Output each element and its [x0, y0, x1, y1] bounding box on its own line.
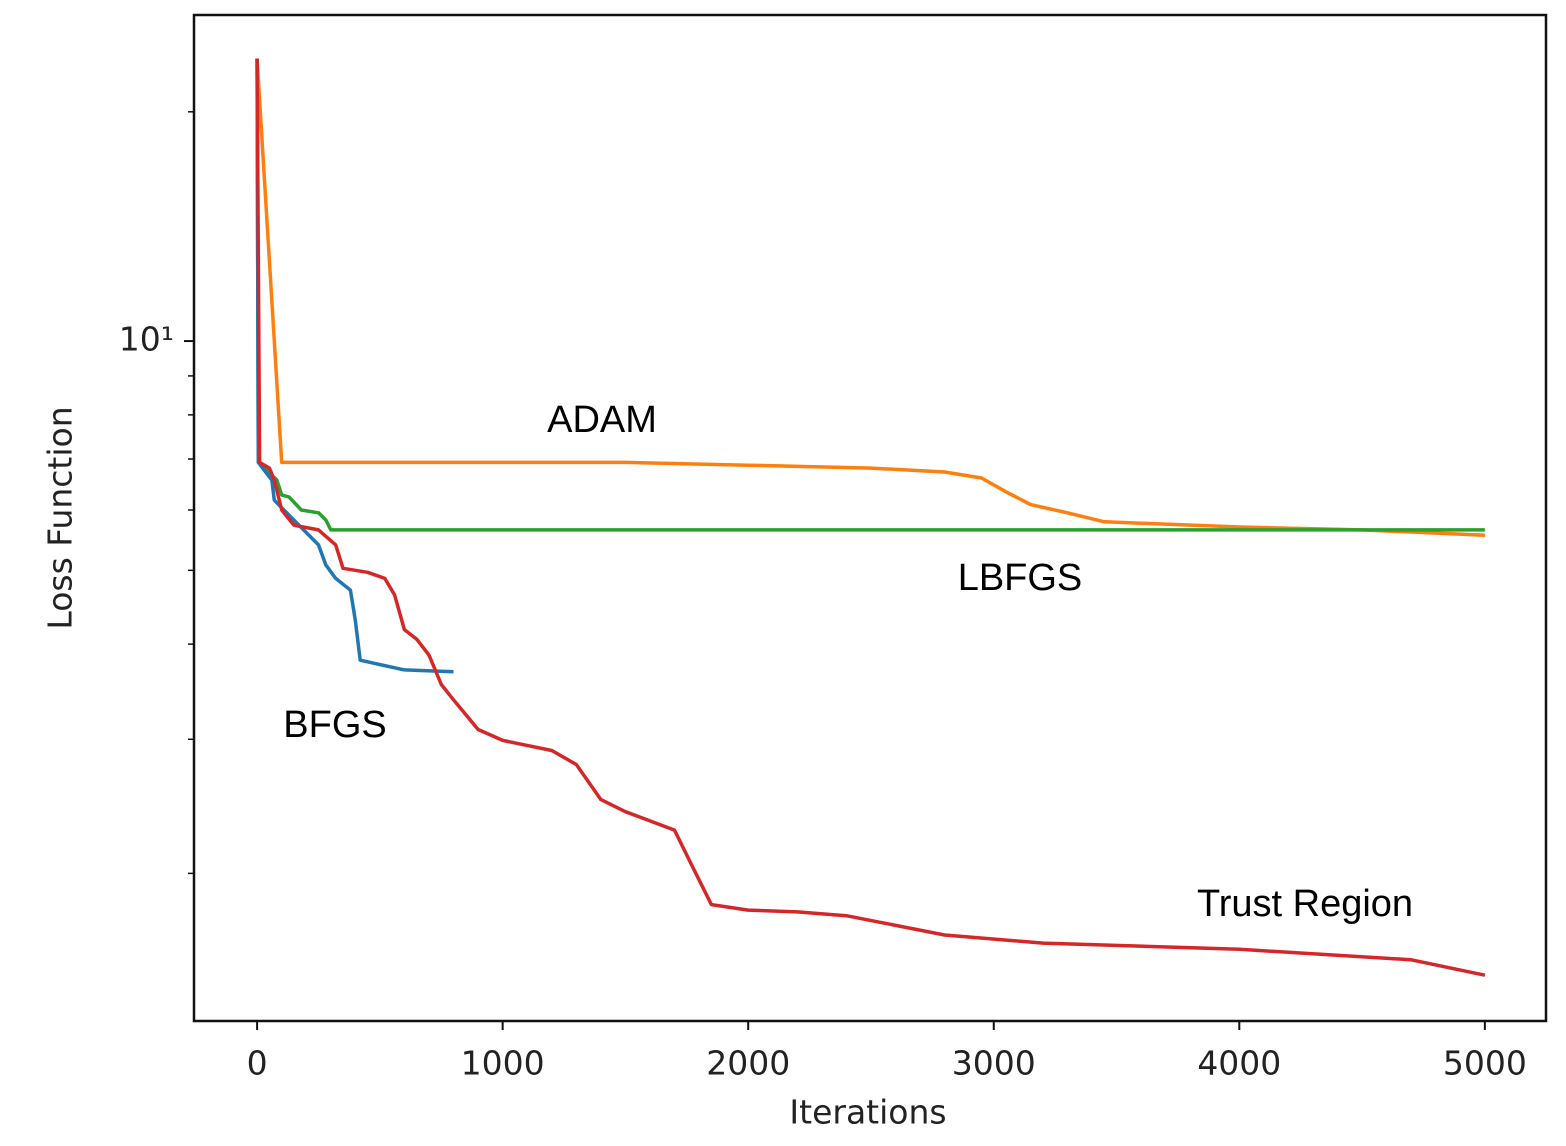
series-annotation: Trust Region: [1197, 883, 1413, 925]
x-tick-label: 1000: [461, 1044, 545, 1083]
x-tick-label: 5000: [1443, 1044, 1527, 1083]
line-series: [255, 58, 1486, 977]
y-tick-label: 10¹: [119, 320, 174, 359]
line-series: [255, 58, 1485, 532]
series-annotation: BFGS: [283, 704, 386, 746]
x-tick-label: 4000: [1197, 1044, 1281, 1083]
x-tick-label: 3000: [952, 1044, 1036, 1083]
line-series: [255, 58, 1485, 537]
series-annotation: LBFGS: [958, 557, 1083, 599]
x-tick-label: 0: [247, 1044, 268, 1083]
series-annotation: ADAM: [547, 399, 657, 441]
plot-frame: [192, 13, 1548, 1023]
x-axis-title: Iterations: [789, 1093, 946, 1132]
x-tick-label: 2000: [706, 1044, 790, 1083]
line-series: [255, 58, 454, 674]
y-axis-title: Loss Function: [41, 406, 80, 629]
